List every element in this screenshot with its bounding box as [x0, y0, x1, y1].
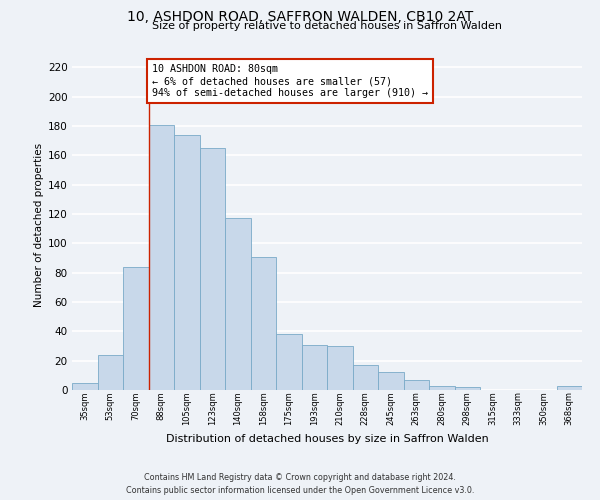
Text: 10, ASHDON ROAD, SAFFRON WALDEN, CB10 2AT: 10, ASHDON ROAD, SAFFRON WALDEN, CB10 2A…: [127, 10, 473, 24]
Bar: [72, 382, 97, 390]
Title: Size of property relative to detached houses in Saffron Walden: Size of property relative to detached ho…: [152, 22, 502, 32]
Bar: [557, 386, 582, 390]
Bar: [353, 365, 378, 390]
Bar: [97, 355, 123, 390]
Bar: [225, 218, 251, 390]
Y-axis label: Number of detached properties: Number of detached properties: [34, 143, 44, 307]
Bar: [378, 372, 404, 390]
Bar: [327, 346, 353, 390]
Bar: [455, 387, 480, 390]
Bar: [251, 256, 276, 390]
Bar: [174, 135, 199, 390]
Text: Contains HM Land Registry data © Crown copyright and database right 2024.
Contai: Contains HM Land Registry data © Crown c…: [126, 474, 474, 495]
Bar: [199, 148, 225, 390]
Bar: [404, 380, 429, 390]
X-axis label: Distribution of detached houses by size in Saffron Walden: Distribution of detached houses by size …: [166, 434, 488, 444]
Bar: [276, 334, 302, 390]
Bar: [149, 124, 174, 390]
Bar: [429, 386, 455, 390]
Bar: [302, 344, 327, 390]
Text: 10 ASHDON ROAD: 80sqm
← 6% of detached houses are smaller (57)
94% of semi-detac: 10 ASHDON ROAD: 80sqm ← 6% of detached h…: [152, 64, 428, 98]
Bar: [123, 267, 149, 390]
